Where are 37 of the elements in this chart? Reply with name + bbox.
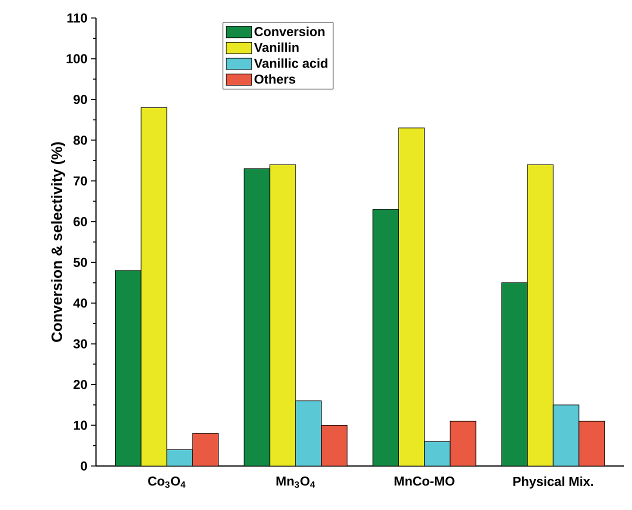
legend-label: Vanillin [254,42,299,52]
bar [527,164,554,466]
y-tick-label: 100 [66,54,87,64]
x-tick-label: Mn$_{3}$O$_{4}$ [276,476,315,488]
bar [552,404,580,466]
bar [578,420,605,466]
bar [192,433,219,466]
y-tick-label: 110 [67,13,87,23]
bar [398,128,425,466]
bar [372,209,399,466]
legend-label: Conversion [254,26,324,36]
bar [321,424,348,466]
x-tick-label: Co$_{3}$O$_{4}$ [148,476,186,488]
y-tick-label: 10 [74,420,87,430]
y-tick-label: 40 [73,298,87,308]
bar [270,164,296,466]
legend-label: Others [254,74,296,84]
x-tick-label: Physical Mix. [513,476,593,489]
y-tick-label: 60 [74,217,87,226]
y-tick-label: 90 [74,94,87,104]
bar [501,282,528,466]
bar [244,168,270,466]
bar [140,107,168,466]
y-tick-label: 70 [74,176,87,186]
bar [450,420,476,466]
bar [115,270,142,466]
legend-label: Vanillic acid [254,58,328,68]
bar [166,449,193,466]
bar [424,441,450,466]
y-tick-label: 0 [80,461,87,471]
bar [295,400,322,466]
y-axis-title: Conversion & selectivity (%) [51,142,66,342]
x-tick-label: MnCo-MO [394,476,454,486]
y-tick-label: 30 [73,339,87,348]
y-tick-label: 50 [74,258,87,267]
y-tick-label: 20 [74,380,87,390]
y-tick-label: 80 [74,136,87,145]
